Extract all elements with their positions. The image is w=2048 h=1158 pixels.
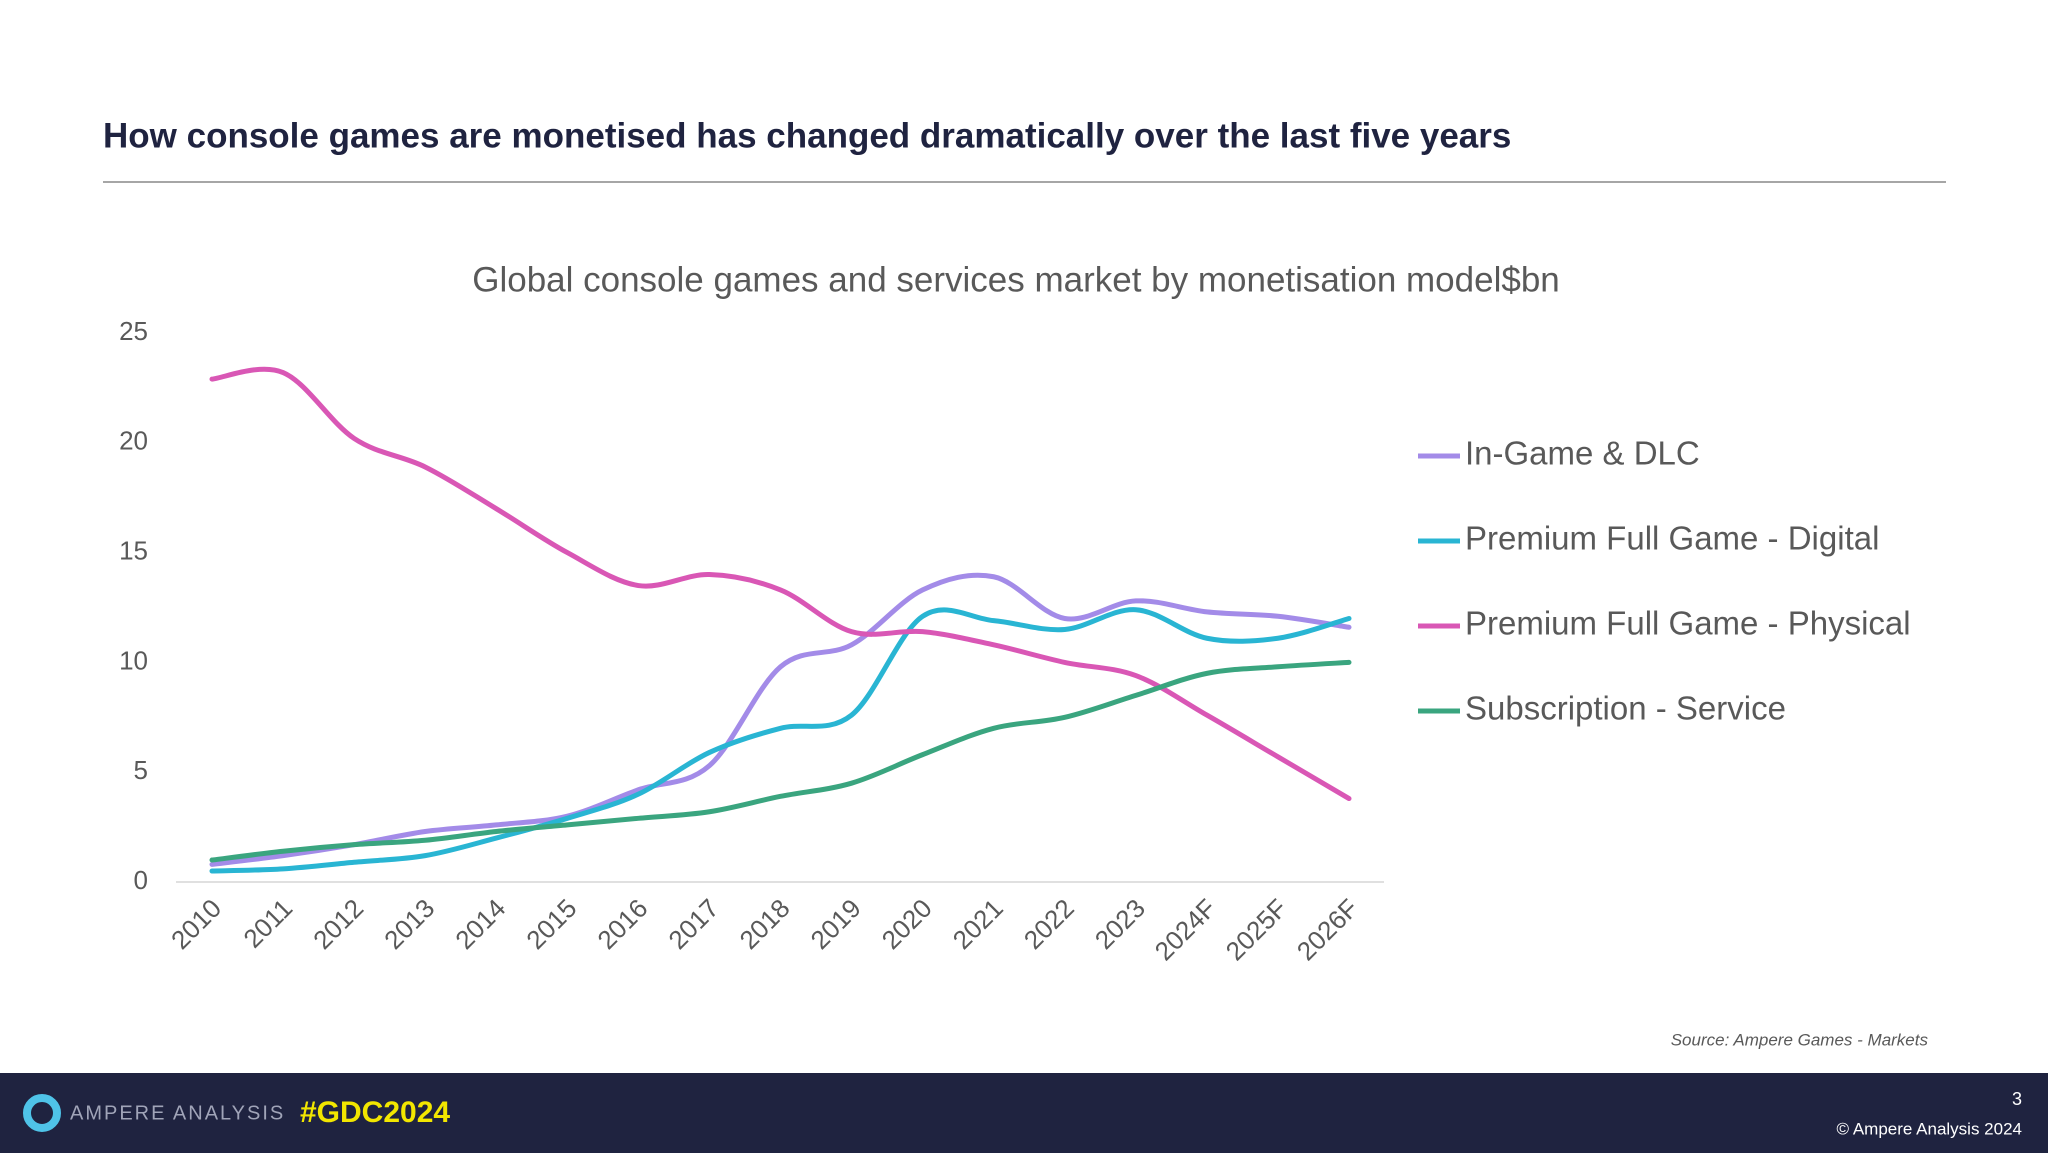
page-number: 3 <box>2012 1089 2022 1109</box>
x-tick-label: 2015 <box>520 893 582 955</box>
x-tick-label: 2013 <box>378 893 440 955</box>
legend-label: Premium Full Game - Physical <box>1465 605 1911 642</box>
x-tick-label: 2025F <box>1220 893 1293 966</box>
x-tick-label: 2023 <box>1089 893 1151 955</box>
x-tick-label: 2018 <box>733 893 795 955</box>
y-tick-label: 15 <box>119 535 148 565</box>
copyright: © Ampere Analysis 2024 <box>1837 1119 2022 1138</box>
x-tick-label: 2014 <box>449 893 511 955</box>
legend-label: Subscription - Service <box>1465 690 1786 727</box>
series-line <box>209 659 1352 863</box>
x-tick-label: 2021 <box>947 893 1009 955</box>
logo-mark <box>23 1094 61 1132</box>
x-tick-label: 2020 <box>876 893 938 955</box>
source: Source: Ampere Games - Markets <box>1671 1030 1929 1049</box>
x-tick-label: 2012 <box>307 893 369 955</box>
slide-title: How console games are monetised has chan… <box>103 116 1511 155</box>
footer-bar <box>0 1073 2048 1153</box>
x-tick-label: 2011 <box>237 893 298 954</box>
x-tick-label: 2010 <box>165 893 227 955</box>
x-tick-label: 2026F <box>1291 893 1364 966</box>
x-tick-label: 2017 <box>662 893 724 955</box>
chart-title: Global console games and services market… <box>472 260 1560 299</box>
legend-label: In-Game & DLC <box>1465 435 1700 472</box>
x-tick-label: 2019 <box>805 893 867 955</box>
legend-label: Premium Full Game - Digital <box>1465 520 1879 557</box>
series-line <box>209 572 1352 867</box>
y-tick-label: 5 <box>134 755 148 785</box>
series-line <box>209 366 1352 802</box>
logo-text: AMPERE ANALYSIS <box>70 1102 285 1124</box>
event-tag: #GDC2024 <box>300 1096 450 1129</box>
x-tick-label: 2022 <box>1018 893 1080 955</box>
series-line <box>209 607 1352 874</box>
x-tick-label: 2016 <box>591 893 653 955</box>
y-tick-label: 0 <box>134 865 148 895</box>
x-tick-label: 2024F <box>1149 893 1222 966</box>
y-tick-label: 20 <box>119 426 148 456</box>
y-tick-label: 10 <box>119 645 148 675</box>
y-tick-label: 25 <box>119 316 148 346</box>
